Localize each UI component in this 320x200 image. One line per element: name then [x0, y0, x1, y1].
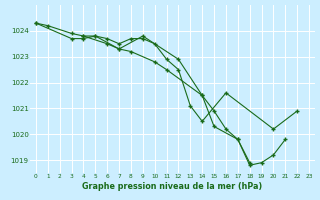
X-axis label: Graphe pression niveau de la mer (hPa): Graphe pression niveau de la mer (hPa): [82, 182, 263, 191]
